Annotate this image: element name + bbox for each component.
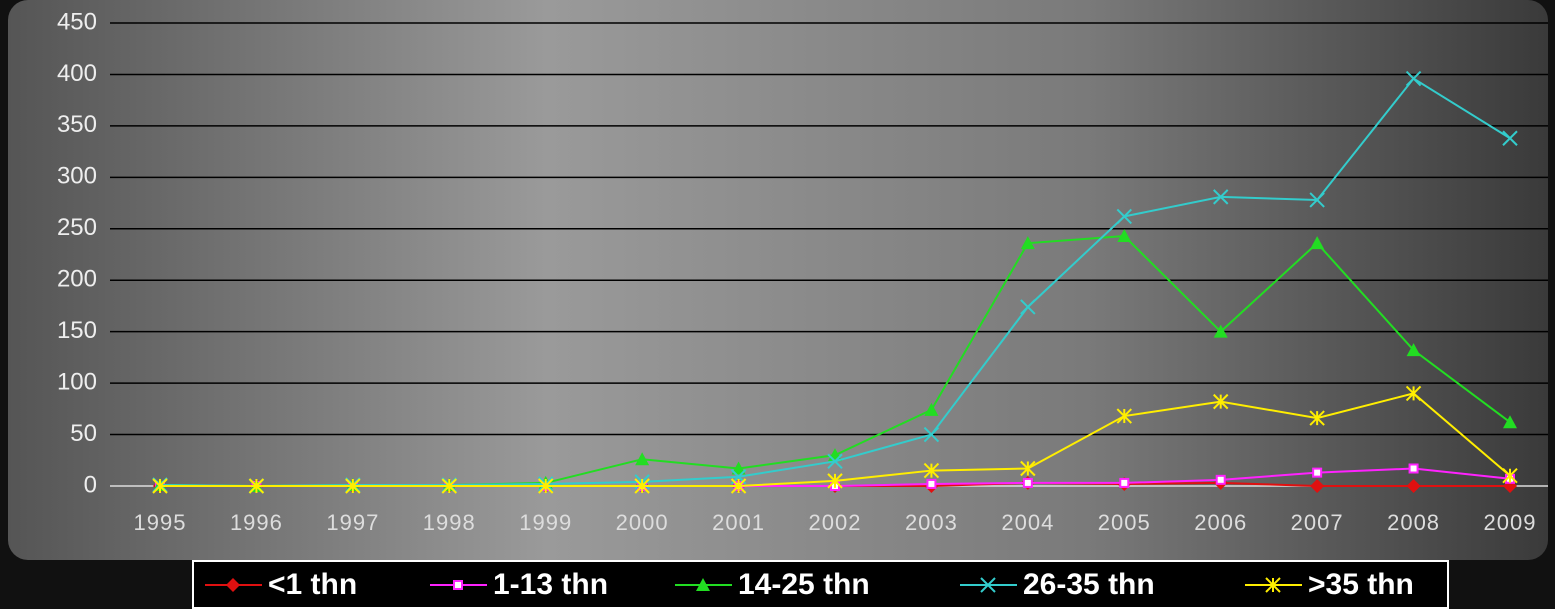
marker-shape <box>1313 469 1321 477</box>
x-tick-label: 2001 <box>712 510 765 535</box>
x-tick-label: 1999 <box>519 510 572 535</box>
legend-label: 26-35 thn <box>1023 568 1155 601</box>
x-tick-label: 1998 <box>423 510 476 535</box>
marker <box>1024 479 1032 487</box>
marker-shape <box>1410 465 1418 473</box>
legend-label: <1 thn <box>268 568 357 601</box>
x-tick-label: 1996 <box>230 510 283 535</box>
marker <box>1217 476 1225 484</box>
x-tick-label: 2009 <box>1484 510 1537 535</box>
marker <box>1313 469 1321 477</box>
y-tick-label: 100 <box>57 368 97 395</box>
x-tick-label: 2003 <box>905 510 958 535</box>
marker-shape <box>927 480 935 488</box>
y-tick-label: 250 <box>57 214 97 241</box>
x-tick-label: 1995 <box>134 510 187 535</box>
marker <box>1120 479 1128 487</box>
x-tick-label: 2006 <box>1194 510 1247 535</box>
marker-shape <box>1024 479 1032 487</box>
x-tick-label: 1997 <box>326 510 379 535</box>
legend-label: >35 thn <box>1308 568 1414 601</box>
marker <box>1410 465 1418 473</box>
y-tick-label: 50 <box>70 420 97 447</box>
legend-label: 14-25 thn <box>738 568 870 601</box>
legend-label: 1-13 thn <box>493 568 608 601</box>
marker-shape <box>1217 476 1225 484</box>
x-tick-label: 2005 <box>1098 510 1151 535</box>
marker-shape <box>1120 479 1128 487</box>
marker <box>454 581 462 589</box>
y-tick-label: 150 <box>57 317 97 344</box>
y-tick-label: 200 <box>57 266 97 293</box>
y-tick-label: 350 <box>57 111 97 138</box>
x-tick-label: 2000 <box>616 510 669 535</box>
y-tick-label: 300 <box>57 163 97 190</box>
y-tick-label: 0 <box>84 471 97 498</box>
marker-shape <box>454 581 462 589</box>
x-tick-label: 2002 <box>809 510 862 535</box>
y-tick-label: 400 <box>57 60 97 87</box>
x-tick-label: 2007 <box>1291 510 1344 535</box>
x-tick-label: 2008 <box>1387 510 1440 535</box>
marker <box>927 480 935 488</box>
y-tick-label: 450 <box>57 8 97 35</box>
chart: 0 50 100 150 200 250 300 350 400 450 1995 1996 1997 1… <box>0 0 1555 609</box>
x-tick-label: 2004 <box>1001 510 1054 535</box>
